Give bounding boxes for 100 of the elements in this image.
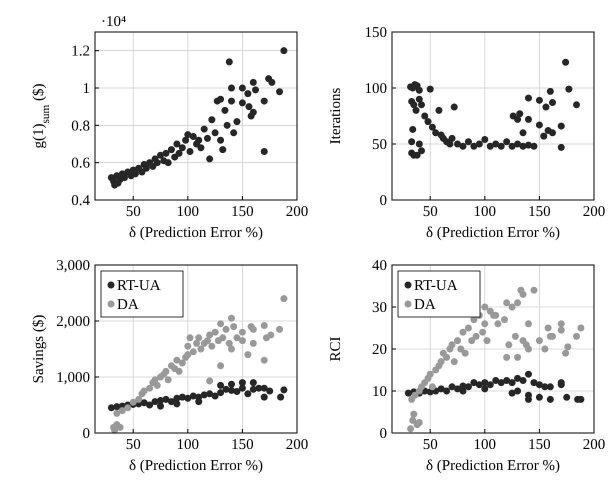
x-tick-label: 200 [286,204,308,220]
point [260,322,268,329]
y-tick-label: 3,000 [56,258,90,274]
point [459,388,466,394]
y-tick-label: 150 [364,25,387,41]
y-tick-label: 0.4 [71,193,90,209]
point [260,384,268,392]
y-tick-label: 1,000 [56,370,90,386]
point [238,379,246,386]
point [276,326,284,333]
point [217,389,224,396]
point [492,377,500,384]
point [206,332,214,338]
point [530,379,538,386]
point [514,374,522,382]
x-tick-label: 150 [528,437,551,453]
x-axis-title: δ (Prediction Error %) [426,225,560,241]
point [448,383,456,390]
point [438,385,445,392]
point [443,388,450,394]
x-tick-label: 200 [582,437,606,453]
point [208,342,216,350]
legend-label: RT-UA [117,278,161,294]
text: ·10⁴ [101,14,126,30]
y-axis-title: RCI [328,336,344,362]
point [244,390,252,398]
point [113,410,120,417]
point [184,351,192,358]
point [154,382,161,389]
x-tick-label: 50 [422,437,438,453]
y-axis-title: Iterations [328,88,344,144]
point [206,377,214,384]
point [546,396,554,403]
x-tick-label: 100 [176,204,200,220]
y-tick-label: 1 [82,81,90,97]
legend-label: DA [117,297,139,313]
point [164,376,172,384]
point [280,386,288,394]
y-tick-label: 1.2 [71,44,90,60]
point [173,356,180,364]
point [260,394,268,401]
point [219,334,226,342]
point [250,379,257,386]
point [524,370,532,378]
point [116,424,124,431]
point [217,382,224,389]
point [266,388,274,394]
point [173,400,180,408]
x-tick-label: 200 [286,437,308,453]
point [470,379,478,386]
x-tick-label: 100 [176,437,200,453]
x-tick-label: 150 [231,204,254,220]
x-tick-label: 100 [474,437,496,453]
point [212,392,219,400]
point [228,380,235,388]
point [244,351,252,358]
point [481,385,488,392]
point [563,394,570,401]
y-tick-label: 0 [380,426,387,442]
point [233,388,240,396]
point [250,326,257,333]
x-axis-title: δ (Prediction Error %) [128,225,264,241]
point [536,394,543,401]
point [157,402,164,410]
point [267,332,274,338]
point [190,348,197,356]
y-tick-label: 0.8 [71,118,90,134]
point [536,381,543,388]
x-tick-label: 50 [422,204,438,220]
y-tick-label: 10 [372,384,387,400]
x-tick-label: 50 [126,204,141,220]
y-tick-label: 20 [372,342,387,358]
point [280,295,288,302]
point [233,334,240,342]
point [184,342,192,350]
point [178,360,186,366]
point [230,323,238,330]
point [162,368,170,375]
point [135,396,142,403]
point [162,396,170,403]
point [195,334,202,342]
y-tick-label: 30 [372,300,387,316]
point [118,407,126,414]
point [260,356,268,364]
point [226,340,233,347]
x-axis-title: δ (Prediction Error %) [426,458,560,474]
point [238,328,246,336]
point [217,320,224,328]
legend-label: DA [414,297,436,313]
y-tick-label: 0.6 [71,156,90,172]
y-tick-label: 2,000 [56,314,90,330]
point [520,377,527,384]
point [514,388,522,394]
point [124,404,132,412]
point [193,340,200,347]
point [503,377,510,384]
point [206,390,214,398]
y-tick-label: 0 [82,426,90,442]
point [184,394,192,402]
point [176,368,183,375]
